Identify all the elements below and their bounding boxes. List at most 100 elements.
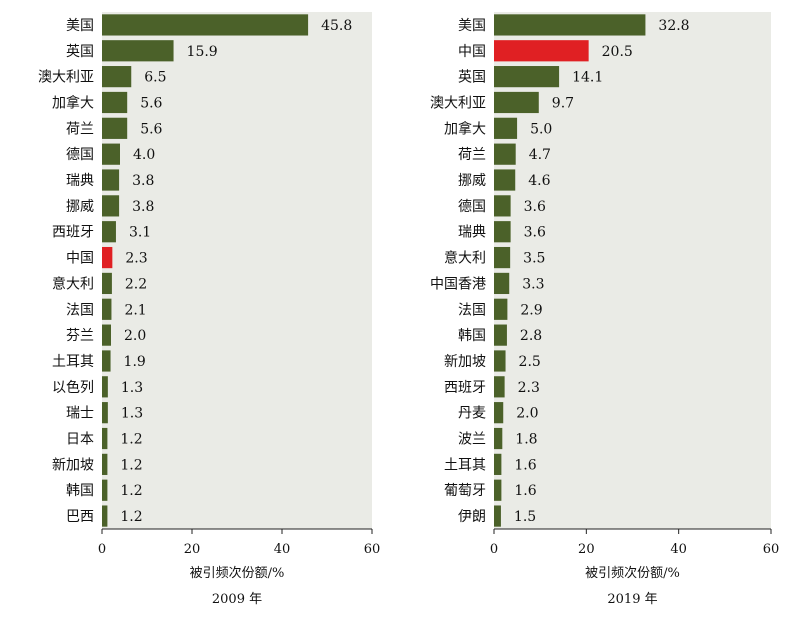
value-label: 1.3 <box>121 406 143 422</box>
bar <box>494 427 503 450</box>
bar <box>102 453 108 475</box>
category-label: 加拿大 <box>444 120 486 137</box>
bar <box>102 324 111 346</box>
value-label: 1.2 <box>120 432 142 448</box>
category-label: 瑞士 <box>66 406 94 422</box>
value-label: 2.0 <box>516 406 538 422</box>
value-label: 3.6 <box>524 225 546 241</box>
category-label: 瑞典 <box>66 173 94 189</box>
value-label: 32.8 <box>658 18 689 34</box>
bar <box>494 169 516 191</box>
category-label: 挪威 <box>458 173 486 189</box>
x-tick-label: 60 <box>364 542 381 557</box>
category-label: 澳大利亚 <box>430 95 486 111</box>
category-label: 新加坡 <box>52 457 94 473</box>
value-label: 2.9 <box>520 302 542 318</box>
category-label: 土耳其 <box>52 354 94 370</box>
category-label: 中国香港 <box>430 276 486 292</box>
value-label: 2.2 <box>125 276 147 292</box>
category-label: 英国 <box>458 69 486 86</box>
bar <box>494 324 507 346</box>
category-label: 中国 <box>66 251 94 267</box>
bar <box>102 195 120 217</box>
value-label: 2.3 <box>125 251 147 267</box>
bar <box>494 505 501 527</box>
bar <box>102 272 112 295</box>
bar <box>494 272 510 295</box>
x-axis-label: 被引频次份额/% <box>190 565 285 581</box>
bar <box>494 246 511 269</box>
chart-panel-2009: 美国 45.8 英国 15.9 澳大利亚 6.5 加拿大 5.6 荷兰 5.6 德国 4.0 瑞典 3.8… <box>38 12 380 607</box>
panel-title: 2019 年 <box>607 592 657 607</box>
category-label: 西班牙 <box>444 380 486 396</box>
value-label: 9.7 <box>552 95 574 111</box>
bar <box>102 402 108 424</box>
bar <box>102 376 108 398</box>
value-label: 1.5 <box>514 509 536 525</box>
category-label: 意大利 <box>444 250 486 267</box>
bar <box>102 66 132 88</box>
bar <box>494 350 506 372</box>
value-label: 45.8 <box>321 18 352 34</box>
bar <box>494 479 502 501</box>
category-label: 芬兰 <box>66 328 94 344</box>
panel-title: 2009 年 <box>212 592 262 607</box>
category-label: 波兰 <box>458 432 486 448</box>
bar <box>102 505 108 527</box>
category-label: 西班牙 <box>52 225 94 241</box>
bar <box>494 195 511 217</box>
value-label: 1.9 <box>124 354 146 370</box>
plot-background <box>494 12 771 529</box>
category-label: 伊朗 <box>458 509 486 525</box>
value-label: 3.3 <box>522 276 544 292</box>
x-tick-label: 20 <box>184 542 201 557</box>
category-label: 德国 <box>458 199 486 215</box>
category-label: 挪威 <box>66 199 94 215</box>
value-label: 1.8 <box>515 432 537 448</box>
value-label: 3.1 <box>129 225 151 241</box>
category-label: 巴西 <box>66 509 94 525</box>
category-label: 美国 <box>458 18 486 34</box>
category-label: 瑞典 <box>458 225 486 241</box>
value-label: 2.8 <box>520 328 542 344</box>
value-label: 2.5 <box>519 354 541 370</box>
category-label: 意大利 <box>52 275 94 292</box>
bar <box>102 117 128 139</box>
value-label: 5.6 <box>140 121 162 137</box>
value-label: 1.2 <box>120 483 142 499</box>
value-label: 5.6 <box>140 95 162 111</box>
category-label: 葡萄牙 <box>444 483 486 499</box>
category-label: 土耳其 <box>444 457 486 473</box>
value-label: 6.5 <box>144 70 166 86</box>
category-label: 日本 <box>66 432 94 448</box>
category-label: 英国 <box>66 43 94 60</box>
x-axis-label: 被引频次份额/% <box>585 565 680 581</box>
category-label: 荷兰 <box>66 121 94 137</box>
value-label: 3.8 <box>132 173 154 189</box>
category-label: 美国 <box>66 18 94 34</box>
bar <box>494 14 646 36</box>
bar <box>102 14 309 36</box>
value-label: 3.5 <box>523 251 545 267</box>
value-label: 3.8 <box>132 199 154 215</box>
value-label: 15.9 <box>187 44 218 60</box>
x-tick-label: 40 <box>670 542 687 557</box>
bar <box>102 91 128 114</box>
category-label: 丹麦 <box>458 406 486 422</box>
category-label: 韩国 <box>458 328 486 344</box>
value-label: 4.7 <box>529 147 551 163</box>
value-label: 1.6 <box>514 457 536 473</box>
value-label: 20.5 <box>602 44 633 60</box>
category-label: 韩国 <box>66 483 94 499</box>
bar <box>494 91 539 114</box>
bar <box>494 143 516 165</box>
value-label: 14.1 <box>572 70 603 86</box>
value-label: 2.0 <box>124 328 146 344</box>
category-label: 德国 <box>66 147 94 163</box>
category-label: 新加坡 <box>444 354 486 370</box>
bar <box>102 169 120 191</box>
bar <box>102 479 108 501</box>
bar <box>102 246 113 269</box>
value-label: 4.6 <box>528 173 550 189</box>
